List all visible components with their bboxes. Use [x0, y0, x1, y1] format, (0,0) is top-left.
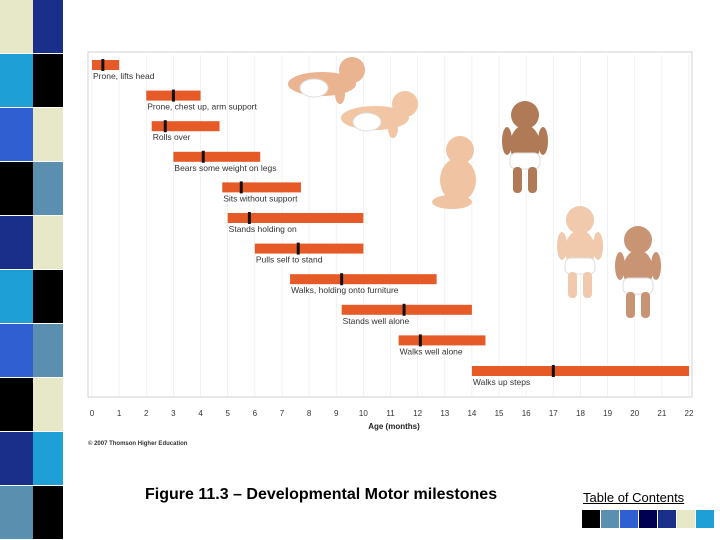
- stripe-cell: [33, 432, 63, 485]
- x-tick-label: 19: [603, 409, 612, 418]
- milestone-median-marker: [296, 242, 300, 255]
- stripe-cell: [33, 378, 63, 431]
- stripe-cell: [0, 270, 33, 323]
- x-tick-label: 7: [280, 409, 285, 418]
- table-of-contents-link[interactable]: Table of Contents: [583, 490, 685, 505]
- milestone-median-marker: [101, 59, 105, 71]
- milestone-label: Bears some weight on legs: [174, 163, 276, 173]
- x-tick-label: 14: [467, 409, 476, 418]
- milestone-label: Sits without support: [223, 193, 298, 203]
- x-tick-label: 20: [630, 409, 639, 418]
- stripe-cell: [0, 216, 33, 269]
- toc-square: [677, 510, 695, 528]
- milestone-label: Prone, chest up, arm support: [147, 102, 257, 112]
- x-tick-label: 13: [440, 409, 449, 418]
- baby-sitting-illustration: [432, 136, 476, 209]
- x-tick-label: 6: [253, 409, 258, 418]
- milestone-label: Stands holding on: [229, 224, 297, 234]
- stripe-cell: [33, 54, 63, 107]
- x-tick-label: 15: [495, 409, 504, 418]
- x-tick-label: 11: [386, 409, 395, 418]
- milestone-bar: [341, 304, 472, 315]
- milestone-label: Walks well alone: [400, 346, 463, 356]
- baby-standing-holding-illustration: [502, 101, 548, 193]
- milestone-bars: Prone, lifts head Prone, chest up, arm su…: [92, 59, 689, 387]
- stripe-cell: [0, 378, 33, 431]
- figure-caption: Figure 11.3 – Developmental Motor milest…: [145, 486, 498, 503]
- x-tick-label: 10: [359, 409, 368, 418]
- x-tick-label: 21: [657, 409, 666, 418]
- stripe-cell: [33, 162, 63, 215]
- milestone-median-marker: [201, 150, 205, 163]
- x-axis: 0 1 2 3 4 5 6 7 8 9 10 11 12 13 14 15 16 17 18 19 20 21 22: [90, 409, 694, 418]
- stripe-cell: [0, 324, 33, 377]
- baby-illustrations: [288, 57, 661, 318]
- toc-color-squares: [582, 510, 715, 528]
- milestone-label: Prone, lifts head: [93, 71, 155, 81]
- milestone-median-marker: [247, 212, 251, 224]
- stripe-cell: [33, 108, 63, 161]
- toc-square: [601, 510, 619, 528]
- milestone-bar: [398, 335, 486, 346]
- stripe-cell: [0, 54, 33, 107]
- milestone-median-marker: [171, 89, 175, 102]
- x-tick-label: 5: [225, 409, 230, 418]
- baby-walking-illustration: [615, 226, 661, 318]
- milestone-median-marker: [418, 334, 422, 347]
- stripe-cell: [0, 486, 33, 539]
- stripe-cell: [33, 324, 63, 377]
- toc-square: [639, 510, 657, 528]
- stripe-cell: [0, 432, 33, 485]
- x-tick-label: 1: [117, 409, 122, 418]
- baby-standing-alone-illustration: [557, 206, 603, 298]
- milestone-bar: [222, 182, 301, 193]
- x-tick-label: 9: [334, 409, 339, 418]
- x-tick-label: 4: [198, 409, 203, 418]
- toc-square: [582, 510, 600, 528]
- stripe-cell: [33, 216, 63, 269]
- x-tick-label: 8: [307, 409, 312, 418]
- milestone-median-marker: [402, 303, 406, 316]
- x-tick-label: 16: [522, 409, 531, 418]
- milestone-median-marker: [551, 365, 555, 377]
- milestone-bar: [151, 121, 220, 132]
- stripe-cell: [0, 162, 33, 215]
- x-tick-label: 17: [549, 409, 558, 418]
- toc-square: [620, 510, 638, 528]
- x-tick-label: 12: [413, 409, 422, 418]
- milestone-label: Stands well alone: [343, 316, 410, 326]
- stripe-cell: [0, 108, 33, 161]
- milestone-bar: [173, 151, 261, 162]
- milestone-label: Walks up steps: [473, 377, 530, 387]
- x-tick-label: 18: [576, 409, 585, 418]
- stripe-cell: [0, 0, 33, 53]
- milestone-bar: [227, 213, 364, 223]
- x-axis-label: Age (months): [368, 422, 420, 431]
- x-tick-label: 3: [171, 409, 176, 418]
- x-tick-label: 2: [144, 409, 149, 418]
- milestone-bar: [471, 366, 689, 376]
- decorative-stripe: [0, 0, 70, 540]
- baby-rolling-illustration: [341, 91, 418, 138]
- stripe-cell: [33, 486, 63, 539]
- toc-square: [696, 510, 714, 528]
- baby-lifting-head-illustration: [288, 57, 365, 104]
- milestone-label: Rolls over: [153, 132, 191, 142]
- milestone-bar: [92, 60, 120, 70]
- milestone-median-marker: [163, 120, 167, 133]
- milestone-label: Walks, holding onto furniture: [291, 285, 399, 295]
- milestone-median-marker: [239, 181, 243, 194]
- milestone-bar: [254, 243, 364, 254]
- copyright-note: © 2007 Thomson Higher Education: [88, 440, 188, 447]
- x-tick-label: 22: [685, 409, 694, 418]
- milestone-median-marker: [340, 273, 344, 286]
- toc-square: [658, 510, 676, 528]
- stripe-cell: [33, 270, 63, 323]
- stripe-cell: [33, 0, 63, 53]
- milestone-label: Pulls self to stand: [256, 255, 323, 265]
- x-tick-label: 0: [90, 409, 95, 418]
- milestone-bar: [290, 274, 437, 285]
